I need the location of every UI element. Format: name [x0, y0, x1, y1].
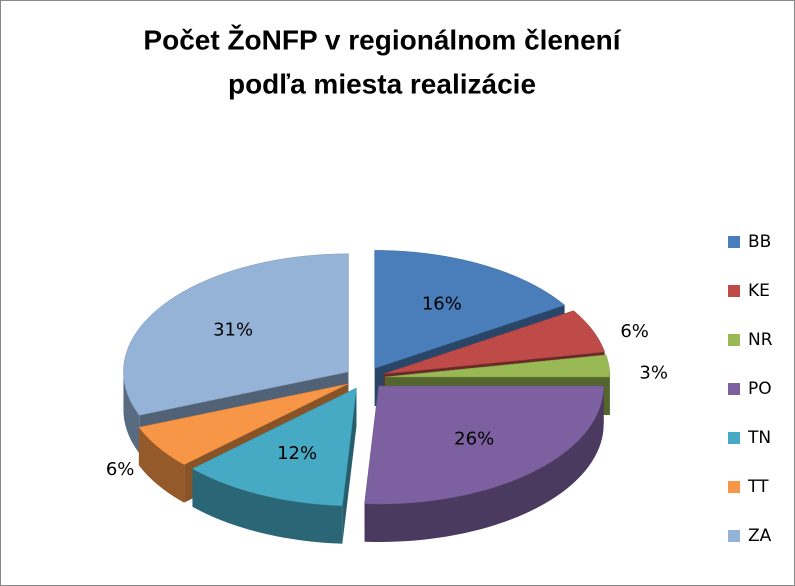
legend-label: PO [748, 379, 772, 399]
slice-top [191, 387, 357, 506]
legend-label: TT [747, 477, 769, 497]
slice-top [374, 250, 566, 369]
legend-label: ZA [748, 526, 772, 546]
pie-slice [364, 385, 604, 542]
chart-title: Počet ŽoNFP v regionálnom členení [143, 24, 621, 55]
data-label: 16% [422, 293, 462, 314]
legend-label: TN [747, 428, 771, 448]
legend-label: KE [748, 281, 770, 301]
pie-slice [191, 387, 357, 544]
slice-wall [123, 371, 140, 454]
data-label: 6% [106, 459, 135, 480]
data-label: 12% [277, 443, 317, 464]
legend-swatch [728, 432, 740, 444]
slice-wall [364, 386, 604, 542]
data-label: 26% [454, 428, 494, 449]
slice-top [384, 354, 611, 378]
data-label: 3% [639, 363, 668, 384]
legend-swatch [728, 236, 740, 248]
legend-swatch [728, 285, 740, 297]
legend-swatch [728, 481, 740, 493]
chart-title: podľa miesta realizácie [228, 68, 536, 99]
slice-wall [138, 427, 185, 503]
legend-swatch [728, 530, 740, 542]
slice-top [364, 385, 604, 505]
legend-label: BB [748, 232, 771, 252]
data-label: 6% [620, 321, 649, 342]
slice-top [123, 253, 349, 416]
slice-wall [192, 468, 343, 544]
slice-top [138, 383, 349, 465]
legend-swatch [728, 383, 740, 395]
slice-top [383, 310, 605, 375]
legend-label: NR [748, 330, 773, 350]
data-label: 31% [213, 320, 253, 341]
legend-swatch [728, 334, 740, 346]
